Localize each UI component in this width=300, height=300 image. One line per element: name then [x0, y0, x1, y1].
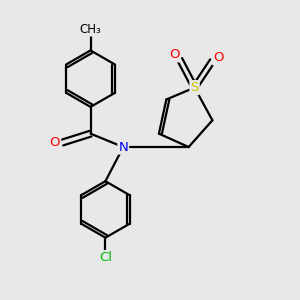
Text: N: N [118, 140, 128, 154]
Text: S: S [190, 81, 199, 94]
Text: CH₃: CH₃ [80, 22, 101, 35]
Text: Cl: Cl [99, 251, 112, 264]
Text: O: O [50, 136, 60, 149]
Text: O: O [169, 48, 180, 62]
Text: O: O [213, 51, 224, 64]
